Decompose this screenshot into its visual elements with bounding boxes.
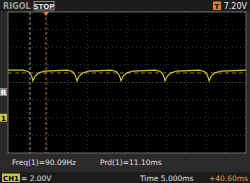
grid-line	[8, 135, 246, 136]
cursor-line	[30, 12, 31, 153]
grid-line	[8, 100, 246, 101]
ref-marker	[0, 88, 7, 96]
grid-line	[67, 12, 68, 153]
grid-line	[8, 117, 246, 118]
label: = 2.00V	[21, 174, 52, 183]
label: +40.60ms	[209, 174, 248, 183]
label: 7.20V	[224, 2, 248, 11]
grid-line	[127, 12, 128, 153]
trigger-position	[46, 12, 47, 153]
trigger-icon	[213, 2, 221, 11]
label: Time 5.000ms	[139, 174, 194, 183]
data-group	[8, 70, 246, 81]
label: T	[215, 3, 220, 11]
label: Prd(1)=11.10ms	[100, 158, 162, 167]
label: 1	[1, 115, 6, 123]
plot-area	[8, 12, 246, 153]
grid-line	[8, 64, 246, 65]
label: Freq(1)=90.09Hz	[12, 158, 76, 167]
trigger-marker	[43, 12, 49, 16]
label: CH1	[3, 175, 19, 183]
grid-line	[8, 47, 246, 48]
top-bar	[0, 0, 250, 11]
center-line	[8, 82, 246, 83]
label: STOP	[34, 3, 55, 11]
plot-frame	[8, 12, 246, 153]
ground-marker	[0, 114, 7, 122]
grid-line	[186, 12, 187, 153]
label: RIGOL	[3, 2, 31, 11]
status-box	[34, 2, 54, 11]
bottom-bar	[0, 172, 250, 183]
label: R	[1, 89, 7, 97]
channel-box	[2, 174, 20, 183]
grid-line	[226, 12, 227, 153]
waveform	[8, 70, 246, 81]
scope-screen: RIGOLSTOP T 7.20V 1 R Freq(1)=90.09Hz Prd(1)=1…	[0, 0, 250, 183]
background	[0, 0, 250, 183]
grid-line	[8, 29, 246, 30]
grid-line	[8, 82, 246, 83]
